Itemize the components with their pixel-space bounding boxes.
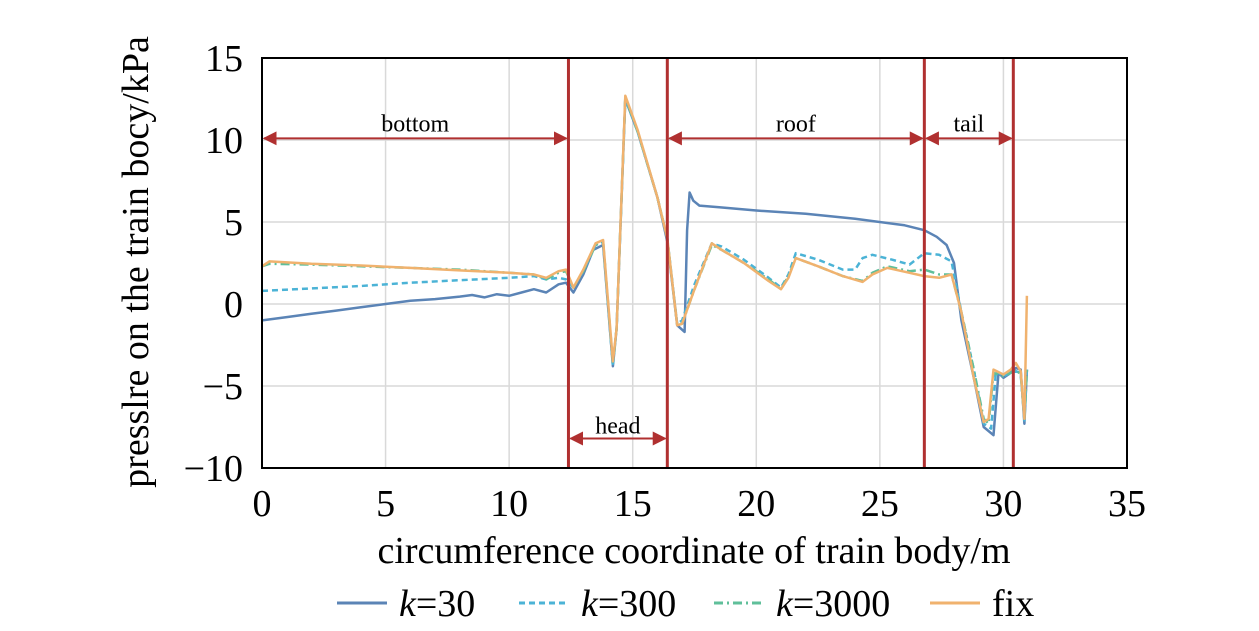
series-line-fix bbox=[262, 94, 1029, 424]
region-boundaries bbox=[566, 58, 1015, 468]
legend-label-suffix: =3000 bbox=[793, 583, 890, 625]
region-annotations: bottom head roof tail bbox=[262, 112, 1013, 446]
x-tick-label: 20 bbox=[737, 483, 775, 525]
region-label-head: head bbox=[595, 413, 640, 439]
y-tick-label: −5 bbox=[203, 366, 243, 408]
tick-labels: 0 5 10 15 20 25 30 35 −10 −5 0 5 10 15 bbox=[184, 38, 1146, 525]
legend-label-suffix: =300 bbox=[598, 583, 676, 625]
y-axis-label: presslre on the train bocy/kPa bbox=[115, 36, 157, 488]
y-tick-label: 10 bbox=[205, 120, 243, 162]
legend-label-2: k=3000 bbox=[776, 583, 890, 625]
legend: k=30 k=300 k=3000 fix bbox=[337, 583, 1034, 625]
x-tick-label: 30 bbox=[984, 483, 1022, 525]
legend-label-1: k=300 bbox=[581, 583, 676, 625]
series-line-k-3000 bbox=[262, 96, 1029, 425]
legend-label-prefix: k bbox=[581, 583, 599, 625]
y-tick-label: 15 bbox=[205, 38, 243, 80]
legend-label-3: fix bbox=[992, 583, 1034, 625]
legend-label-0: k=30 bbox=[399, 583, 475, 625]
legend-label-prefix: k bbox=[776, 583, 794, 625]
x-axis-label: circumference coordinate of train body/m bbox=[377, 530, 1010, 572]
region-label-tail: tail bbox=[954, 112, 985, 138]
y-tick-label: −10 bbox=[184, 448, 243, 490]
legend-label-suffix: fix bbox=[992, 583, 1034, 625]
legend-label-suffix: =30 bbox=[416, 583, 475, 625]
x-tick-label: 5 bbox=[376, 483, 395, 525]
x-tick-label: 10 bbox=[490, 483, 528, 525]
plot-frame bbox=[261, 57, 1128, 469]
x-tick-label: 15 bbox=[614, 483, 652, 525]
series-line-k-300 bbox=[262, 97, 1029, 430]
region-label-bottom: bottom bbox=[381, 112, 449, 138]
series-layer bbox=[262, 94, 1029, 437]
y-tick-label: 5 bbox=[224, 202, 243, 244]
y-tick-label: 0 bbox=[224, 284, 243, 326]
region-label-roof: roof bbox=[776, 112, 816, 138]
x-tick-label: 0 bbox=[253, 483, 272, 525]
x-tick-label: 25 bbox=[861, 483, 899, 525]
legend-label-prefix: k bbox=[399, 583, 417, 625]
x-tick-label: 35 bbox=[1108, 483, 1146, 525]
